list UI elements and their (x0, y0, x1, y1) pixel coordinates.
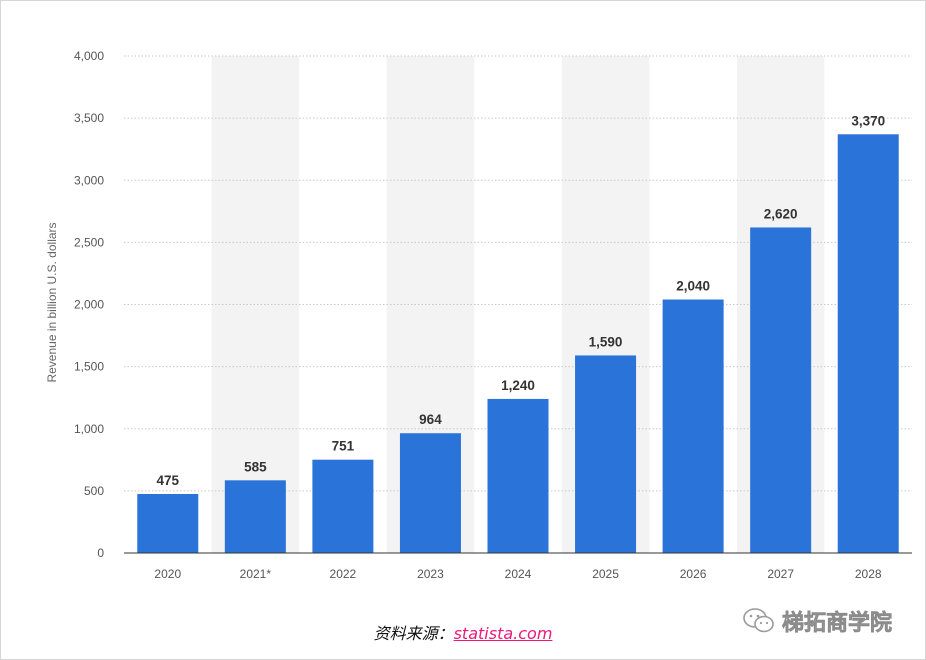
bar (224, 480, 286, 553)
data-label: 3,370 (851, 113, 885, 128)
data-label: 2,040 (676, 279, 710, 294)
y-axis-label: Revenue in billion U.S. dollars (45, 222, 59, 382)
data-label: 585 (244, 459, 267, 474)
x-tick-label: 2027 (767, 567, 794, 581)
data-label: 2,620 (764, 206, 798, 221)
y-tick-label: 2,500 (74, 235, 104, 249)
x-tick-label: 2025 (592, 567, 619, 581)
data-label: 1,590 (589, 334, 623, 349)
data-label: 751 (332, 439, 355, 454)
x-tick-label: 2024 (505, 567, 532, 581)
bar (837, 134, 899, 553)
watermark-text: 梯拓商学院 (782, 611, 893, 637)
wechat-icon (743, 608, 774, 633)
y-tick-label: 3,500 (74, 111, 104, 125)
bars (137, 134, 899, 553)
watermark: 梯拓商学院 (742, 605, 892, 637)
x-tick-label: 2021* (240, 567, 272, 581)
data-label: 964 (419, 412, 442, 427)
x-tick-label: 2022 (330, 567, 357, 581)
source-link[interactable]: statista.com (453, 624, 553, 643)
y-tick-label: 1,500 (74, 360, 104, 374)
x-axis-ticks: 2020 2021* 2022 2023 2024 2025 2026 2027 2028 (154, 567, 881, 581)
y-tick-label: 4,000 (74, 49, 104, 63)
data-label: 1,240 (501, 378, 535, 393)
y-axis-ticks: 0 500 1,000 1,500 2,000 2,500 3,000 3,500 4,000 (74, 49, 104, 560)
bar (137, 493, 199, 553)
y-tick-label: 500 (84, 484, 104, 498)
bar-chart: 05001,0001,5002,0002,5003,0003,5004,000 … (45, 49, 912, 581)
source-prefix: 资料来源： (373, 624, 454, 643)
x-tick-label: 2028 (855, 567, 882, 581)
y-tick-label: 1,000 (74, 422, 104, 436)
data-label: 475 (157, 473, 180, 488)
source-note: 资料来源：statista.com (0, 620, 926, 644)
y-tick-label: 0 (97, 546, 104, 560)
y-tick-label: 2,000 (74, 298, 104, 312)
data-labels: 475 585 751 964 1,240 1,590 2,040 2,620 3,370 (157, 113, 886, 488)
bar (575, 355, 637, 553)
bar (399, 433, 461, 553)
x-tick-label: 2023 (417, 567, 444, 581)
bar (750, 227, 812, 553)
x-tick-label: 2026 (680, 567, 707, 581)
bar (662, 299, 724, 553)
bar (487, 398, 549, 553)
bar (312, 459, 374, 553)
x-tick-label: 2020 (154, 567, 181, 581)
y-tick-label: 3,000 (74, 173, 104, 187)
